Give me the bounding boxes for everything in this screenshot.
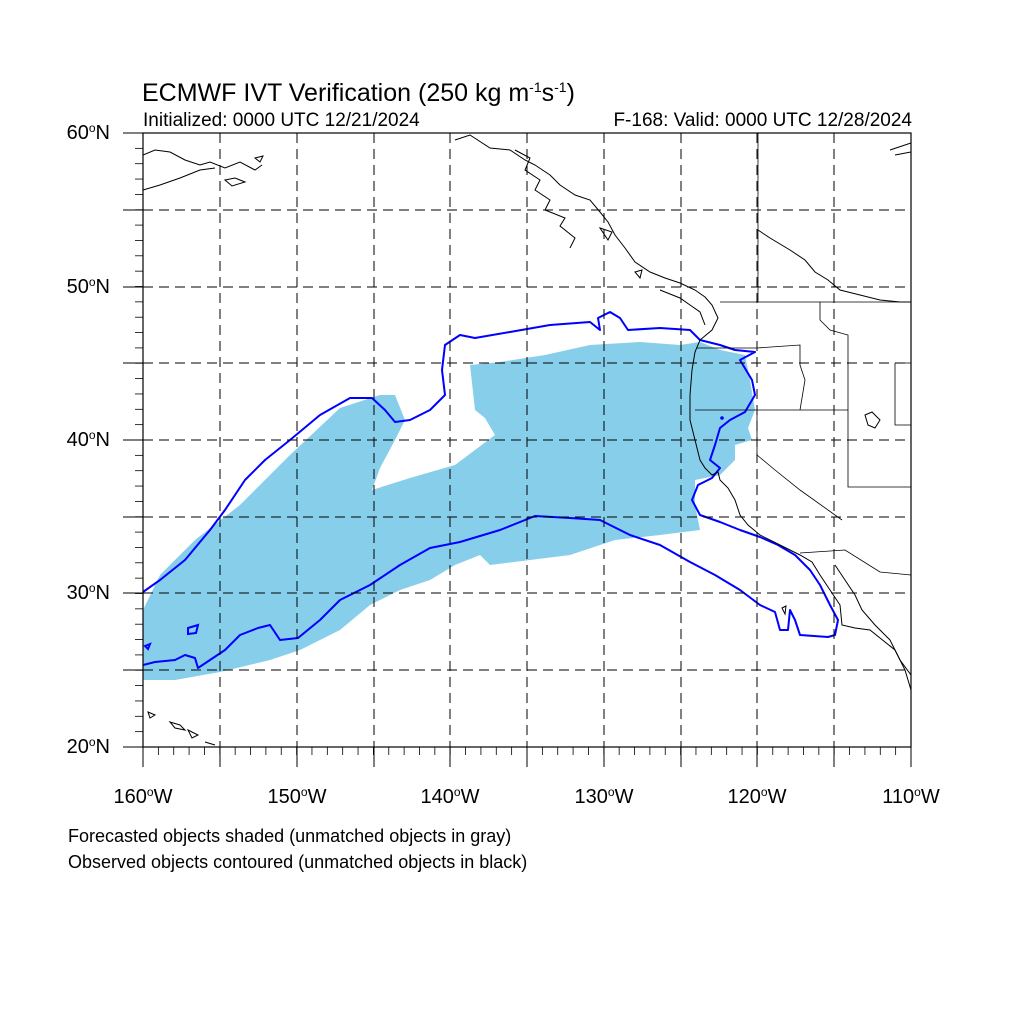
valid-time-label: F-168: Valid: 0000 UTC 12/28/2024 bbox=[613, 110, 912, 131]
observed-object-dot bbox=[720, 416, 724, 420]
forecast-object bbox=[143, 342, 755, 680]
lat-label-30: 30oN bbox=[66, 581, 110, 604]
graticule bbox=[143, 133, 911, 747]
lon-label-110w: 110oW bbox=[882, 785, 940, 808]
lat-label-20: 20oN bbox=[66, 735, 110, 758]
caption-observed: Observed objects contoured (unmatched ob… bbox=[68, 852, 528, 872]
observed-object bbox=[143, 311, 839, 669]
observed-object-small bbox=[187, 623, 200, 636]
chart-title: ECMWF IVT Verification (250 kg m-1s-1) bbox=[142, 79, 575, 107]
lat-label-60: 60oN bbox=[66, 121, 110, 144]
minor-ticks bbox=[135, 132, 912, 755]
observed-object-small bbox=[143, 642, 152, 651]
lat-label-40: 40oN bbox=[66, 428, 110, 451]
initialized-label: Initialized: 0000 UTC 12/21/2024 bbox=[143, 110, 420, 131]
lon-label-160w: 160oW bbox=[113, 785, 173, 808]
lon-label-130w: 130oW bbox=[574, 785, 634, 808]
lon-label-150w: 150oW bbox=[267, 785, 327, 808]
lon-label-140w: 140oW bbox=[420, 785, 480, 808]
caption-forecast: Forecasted objects shaded (unmatched obj… bbox=[68, 826, 512, 846]
lat-label-50: 50oN bbox=[66, 275, 110, 298]
coastlines bbox=[143, 134, 911, 746]
lon-label-120w: 120oW bbox=[727, 785, 787, 808]
